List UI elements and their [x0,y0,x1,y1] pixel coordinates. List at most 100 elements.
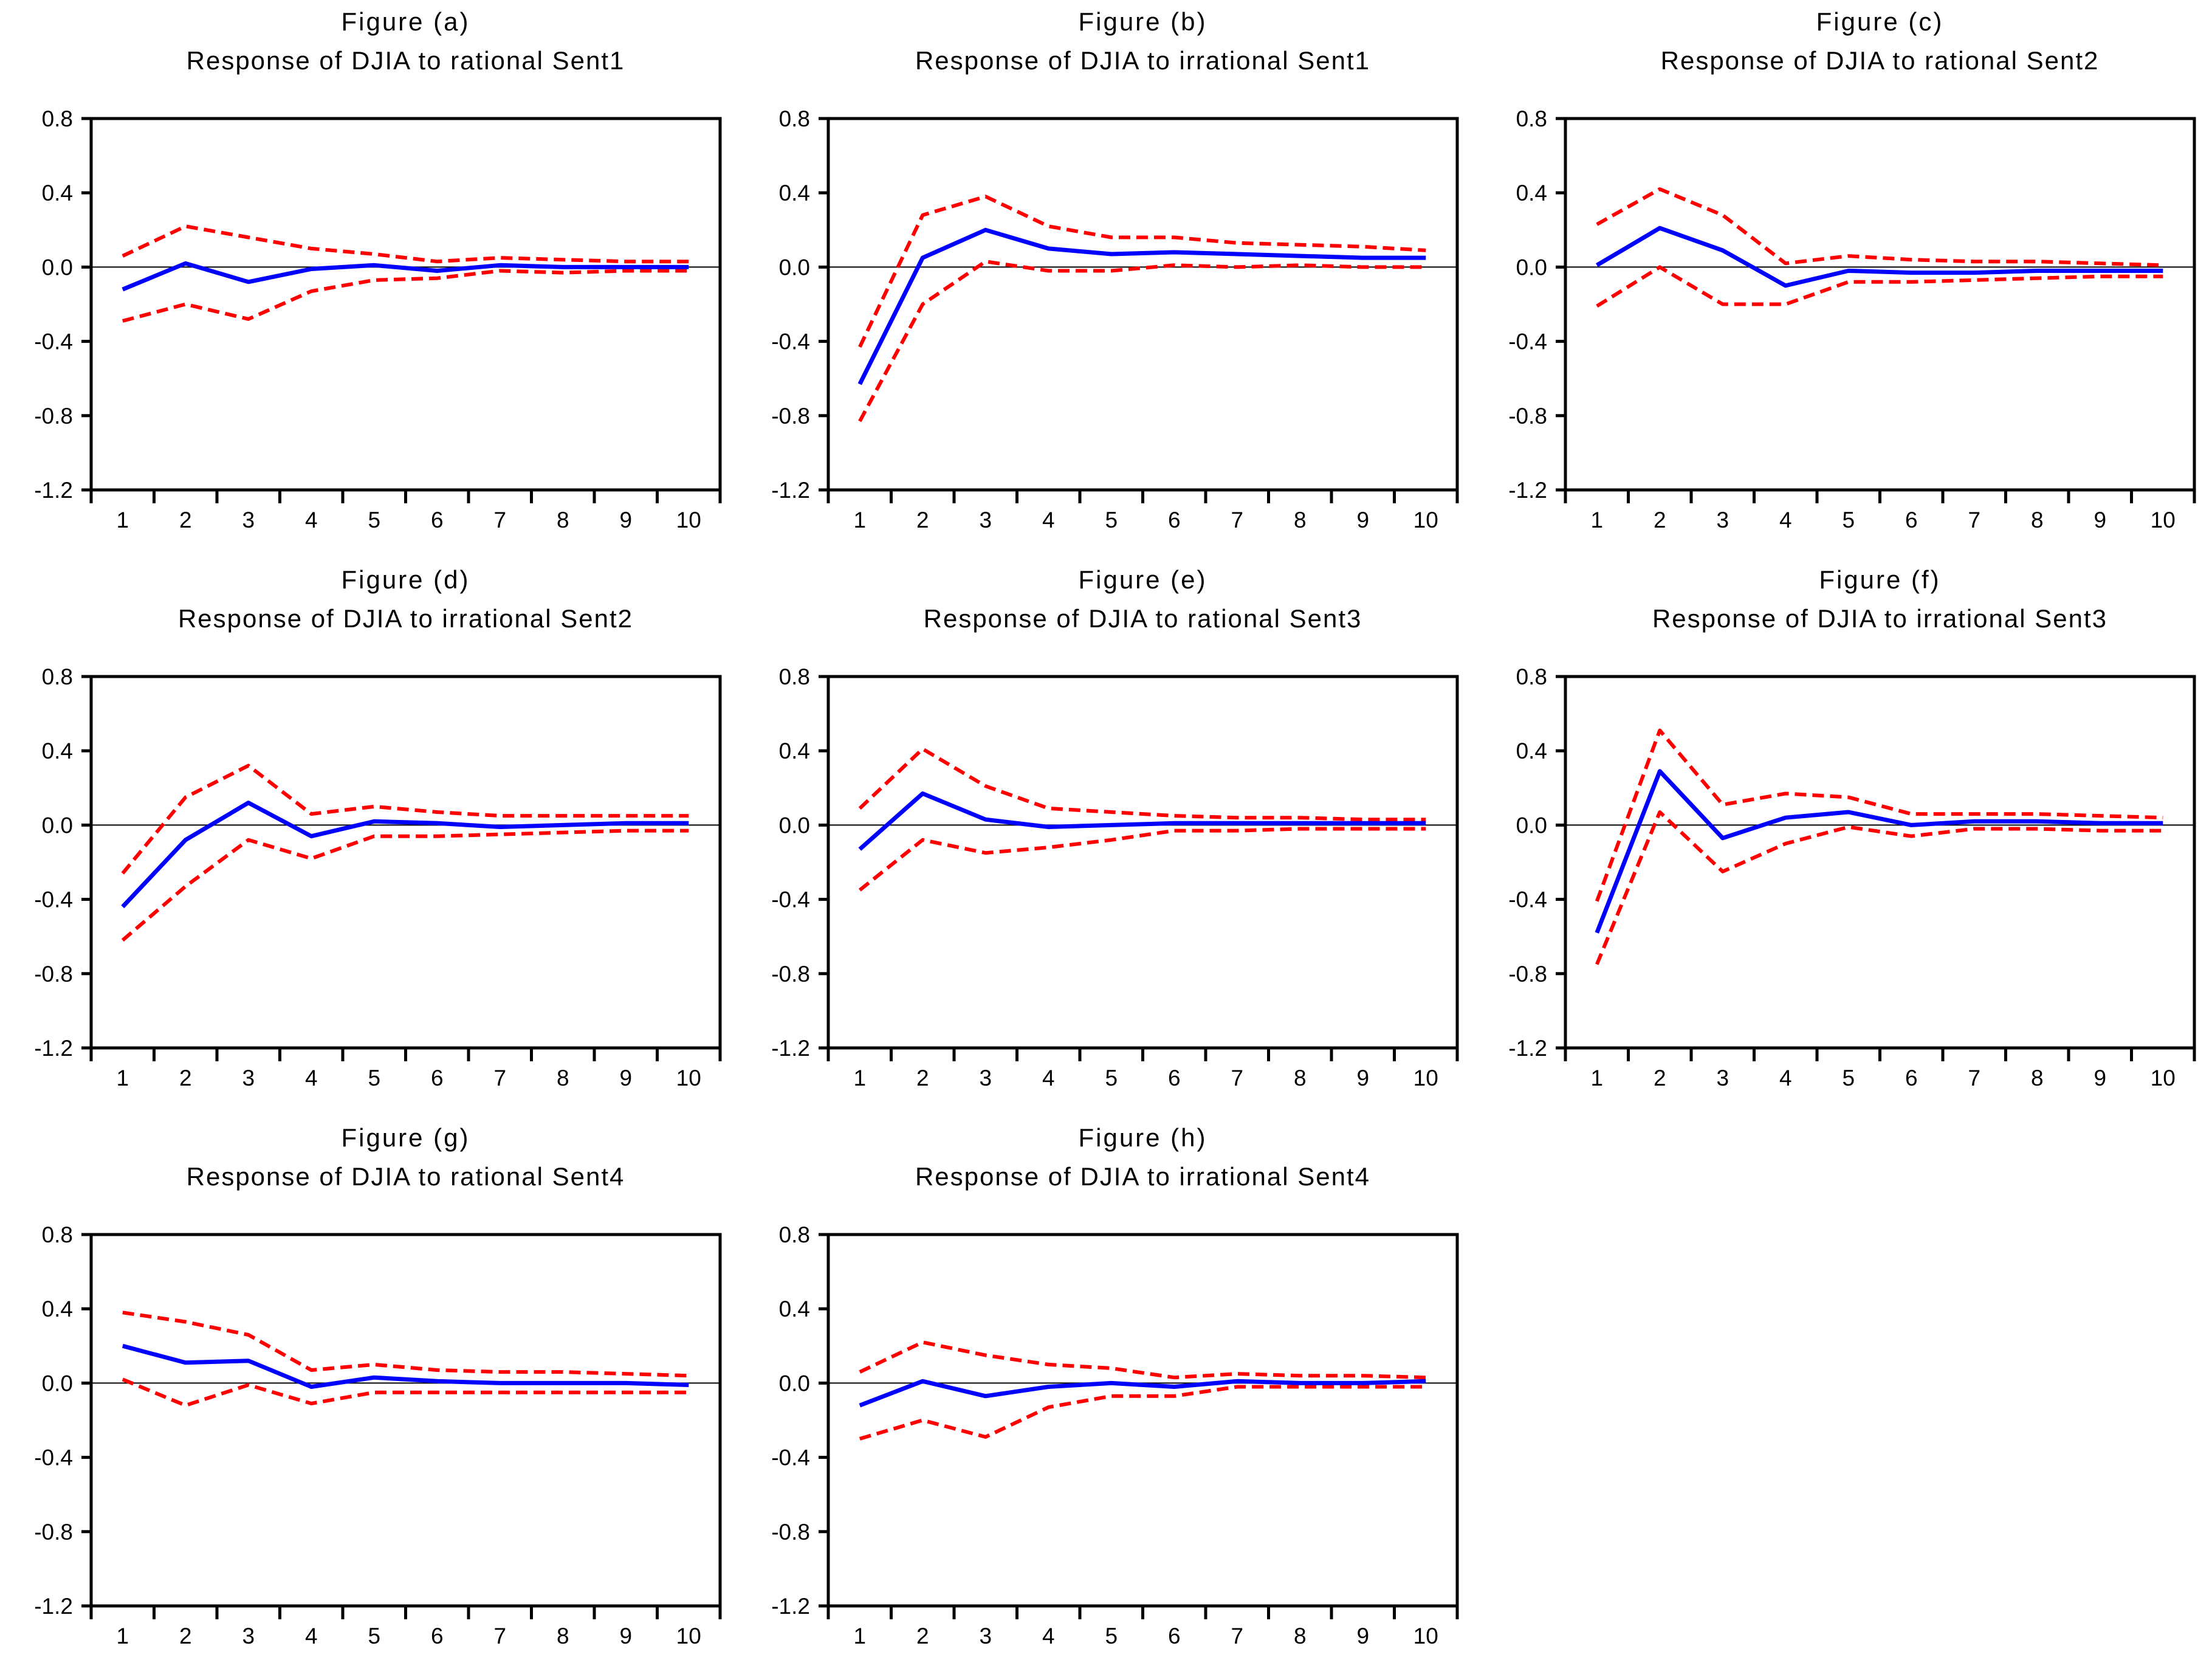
lower-confidence-band-line [122,1377,689,1408]
figure-label: Figure (b) [1078,7,1207,36]
x-tick-label: 8 [2031,1066,2044,1090]
irf-plot: 0.8 0.4 0.0 -0.4 -0.8 -1.2 1 2 3 4 5 6 7 8 9 10 [34,664,722,1090]
x-tick-label: 10 [676,508,701,532]
y-tick-label: 0.4 [1516,181,1547,205]
chart-cell-figure-b: Figure (b) Response of DJIA to irrationa… [737,0,1474,558]
y-tick-label: 0.0 [779,255,810,280]
y-tick-label: -0.4 [34,1445,73,1470]
x-tick-label: 6 [431,1624,444,1648]
x-tick-label: 1 [1590,1066,1603,1090]
chart-title: Response of DJIA to rational Sent2 [1660,46,2100,75]
x-tick-label: 5 [368,1066,380,1090]
x-tick-label: 7 [1231,1066,1243,1090]
plot-frame [89,117,722,492]
chart-cell-figure-c: Figure (c) Response of DJIA to rational … [1474,0,2211,558]
y-tick-label: 0.4 [779,1297,810,1321]
x-tick-label: 5 [368,508,380,532]
y-tick-label: -0.4 [771,329,810,354]
response-line [858,791,1426,851]
x-tick-label: 4 [305,1624,318,1648]
y-tick-label: -0.4 [771,1445,810,1470]
x-tick-label: 9 [619,1066,632,1090]
x-tick-label: 8 [1294,1624,1307,1648]
x-tick-label: 8 [1294,1066,1307,1090]
y-tick-label: -0.4 [34,329,73,354]
x-tick-label: 6 [1168,1624,1181,1648]
x-tick-label: 1 [116,1624,129,1648]
figure-label: Figure (f) [1819,565,1941,594]
x-tick-label: 10 [676,1066,701,1090]
y-tick-label: -0.8 [1508,404,1547,429]
x-tick-label: 8 [557,508,569,532]
y-tick-label: 0.8 [779,106,810,131]
x-tick-label: 5 [1105,1066,1118,1090]
x-tick-label: 6 [1168,1066,1181,1090]
x-tick-label: 10 [1413,508,1438,532]
chart-title: Response of DJIA to rational Sent3 [923,604,1362,633]
chart-title: Response of DJIA to irrational Sent2 [177,604,634,633]
x-tick-label: 2 [1654,508,1666,532]
x-tick-label: 7 [1231,1624,1243,1648]
x-tick-label: 3 [979,1624,992,1648]
x-tick-label: 5 [1842,508,1855,532]
lower-confidence-band-line [122,269,689,323]
y-tick-label: -0.4 [1508,329,1547,354]
x-tick-label: 2 [916,508,929,532]
x-tick-label: 2 [179,1066,192,1090]
x-tick-label: 3 [242,1624,255,1648]
upper-confidence-band-line [122,224,689,264]
x-tick-label: 9 [1356,1624,1369,1648]
x-tick-label: 1 [853,1066,866,1090]
chart-cell-figure-g: Figure (g) Response of DJIA to rational … [0,1116,737,1674]
y-tick-label: -0.4 [34,887,73,912]
irf-plot: 0.8 0.4 0.0 -0.4 -0.8 -1.2 1 2 3 4 5 6 7 8 9 10 [34,106,722,532]
x-tick-label: 3 [979,1066,992,1090]
irf-plot: 0.8 0.4 0.0 -0.4 -0.8 -1.2 1 2 3 4 5 6 7 8 9 10 [1508,664,2196,1090]
x-tick-label: 10 [1413,1066,1438,1090]
y-tick-label: -1.2 [34,478,73,503]
y-tick-label: 0.0 [42,1371,73,1396]
y-tick-label: -1.2 [34,1594,73,1619]
y-tick-label: 0.0 [779,1371,810,1396]
x-tick-label: 7 [493,1624,506,1648]
y-tick-label: -0.8 [771,404,810,429]
response-line [122,261,689,292]
lower-confidence-band-line [858,260,1426,422]
y-tick-label: 0.0 [779,813,810,838]
y-tick-label: 0.8 [1516,664,1547,689]
chart-cell-figure-f: Figure (f) Response of DJIA to irrationa… [1474,558,2211,1116]
x-tick-label: 6 [1905,1066,1918,1090]
y-tick-label: 0.0 [42,255,73,280]
figure-label: Figure (a) [341,7,470,36]
chart-title: Response of DJIA to irrational Sent3 [1652,604,2108,633]
x-tick-label: 6 [431,508,444,532]
y-tick-label: 0.8 [779,664,810,689]
y-tick-label: -1.2 [771,1594,810,1619]
figure-label: Figure (g) [341,1123,470,1152]
chart-title: Response of DJIA to rational Sent4 [186,1162,625,1191]
y-tick-label: 0.8 [1516,106,1547,131]
x-tick-label: 4 [305,508,318,532]
y-tick-label: 0.4 [42,1297,73,1321]
irf-plot: 0.8 0.4 0.0 -0.4 -0.8 -1.2 1 2 3 4 5 6 7 8 9 10 [771,1222,1459,1648]
y-tick-label: -0.8 [34,1520,73,1545]
x-tick-label: 10 [2151,508,2176,532]
x-tick-label: 10 [1413,1624,1438,1648]
x-tick-label: 6 [1905,508,1918,532]
x-tick-label: 1 [853,1624,866,1648]
x-tick-label: 3 [242,508,255,532]
response-line [857,227,1426,385]
response-line [1595,769,2163,934]
x-tick-label: 4 [1042,1624,1055,1648]
figure-label: Figure (h) [1078,1123,1207,1152]
plot-frame [89,675,722,1050]
response-line [121,801,689,909]
x-tick-label: 7 [493,1066,506,1090]
irf-plot: 0.8 0.4 0.0 -0.4 -0.8 -1.2 1 2 3 4 5 6 7 8 9 10 [771,664,1459,1090]
x-tick-label: 9 [1356,508,1369,532]
response-line [1596,226,2163,288]
y-tick-label: -1.2 [1508,1036,1547,1061]
upper-confidence-band-line [1596,187,2163,267]
y-tick-label: -1.2 [34,1036,73,1061]
y-tick-label: -1.2 [1508,478,1547,503]
